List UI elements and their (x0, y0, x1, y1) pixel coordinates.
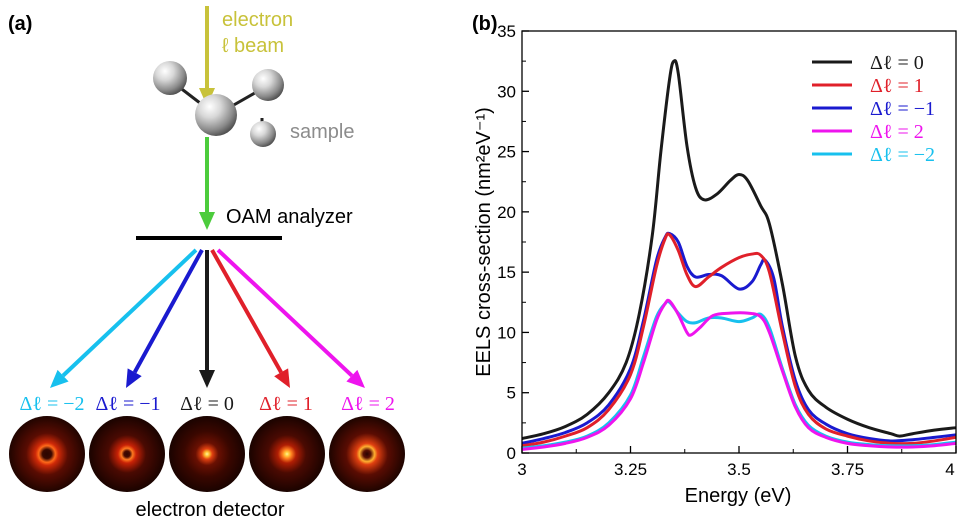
detector-spot (249, 416, 325, 492)
detector-label: electron detector (136, 499, 285, 521)
y-axis-label: EELS cross-section (nm²eV⁻¹) (473, 107, 495, 377)
series-line (521, 59, 957, 440)
x-tick-label: 3 (517, 460, 526, 479)
channel-label: Δℓ = 1 (259, 393, 313, 415)
panel-a: (a) electron ℓ beam sample OAM analyzer (8, 6, 405, 521)
y-tick-label: 5 (507, 384, 516, 403)
detector-spot (9, 416, 85, 492)
y-tick-label: 25 (497, 143, 516, 162)
beam-label-line2: ℓ beam (222, 35, 284, 57)
transmitted-beam-arrow (199, 137, 215, 230)
beam-label-line1: electron (222, 9, 293, 31)
channel-arrow (216, 248, 365, 388)
channel-labels: Δℓ = −2 Δℓ = −1 Δℓ = 0 Δℓ = 1 Δℓ = 2 (20, 393, 395, 415)
legend-entry: Δℓ = 0 (812, 52, 924, 74)
y-tick-label: 10 (497, 323, 516, 342)
incoming-beam-arrow (199, 6, 215, 106)
panel-a-label: (a) (8, 13, 32, 35)
legend-entry: Δℓ = −2 (812, 144, 935, 166)
chart-legend: Δℓ = 0Δℓ = 1Δℓ = −1Δℓ = 2Δℓ = −2 (812, 52, 935, 166)
detector-spots (9, 416, 405, 492)
x-tick-label: 3.5 (727, 460, 751, 479)
channel-label: Δℓ = 0 (180, 393, 234, 415)
y-tick-label: 0 (507, 444, 516, 463)
x-axis-label: Energy (eV) (685, 485, 792, 507)
legend-entry: Δℓ = −1 (812, 98, 935, 120)
legend-label: Δℓ = −2 (870, 144, 935, 166)
channel-arrow (126, 249, 204, 388)
legend-label: Δℓ = −1 (870, 98, 935, 120)
detector-spot (329, 416, 405, 492)
y-tick-label: 35 (497, 22, 516, 41)
channel-label: Δℓ = −2 (20, 393, 85, 415)
legend-label: Δℓ = 2 (870, 121, 924, 143)
y-tick-label: 30 (497, 82, 516, 101)
chart-ticks: 3 3.25 3.5 3.75 4 0 5 10 15 20 25 30 35 (497, 22, 957, 479)
y-tick-label: 15 (497, 263, 516, 282)
detector-spot (89, 416, 165, 492)
x-tick-label: 3.75 (831, 460, 864, 479)
panel-b-label: (b) (472, 13, 498, 35)
series-line (521, 298, 957, 451)
y-tick-label: 20 (497, 203, 516, 222)
channel-arrows (50, 248, 365, 388)
legend-entry: Δℓ = 2 (812, 121, 924, 143)
eels-chart: 3 3.25 3.5 3.75 4 0 5 10 15 20 25 30 35 Δℓ = 0Δℓ = 1… (497, 22, 957, 479)
channel-arrow (50, 248, 198, 388)
sample-label: sample (290, 121, 354, 143)
sample-molecule-icon (153, 61, 284, 147)
chart-lines (521, 59, 957, 451)
series-line (521, 231, 957, 445)
x-tick-label: 4 (945, 460, 954, 479)
channel-arrow (199, 250, 215, 388)
detector-spot (169, 416, 245, 492)
channel-label: Δℓ = 2 (341, 393, 395, 415)
legend-label: Δℓ = 1 (870, 75, 924, 97)
x-tick-label: 3.25 (614, 460, 647, 479)
channel-label: Δℓ = −1 (96, 393, 161, 415)
channel-arrow (210, 249, 290, 388)
series-line (521, 232, 957, 448)
legend-entry: Δℓ = 1 (812, 75, 924, 97)
analyzer-label: OAM analyzer (226, 206, 353, 228)
plot-frame (521, 30, 957, 454)
legend-label: Δℓ = 0 (870, 52, 924, 74)
